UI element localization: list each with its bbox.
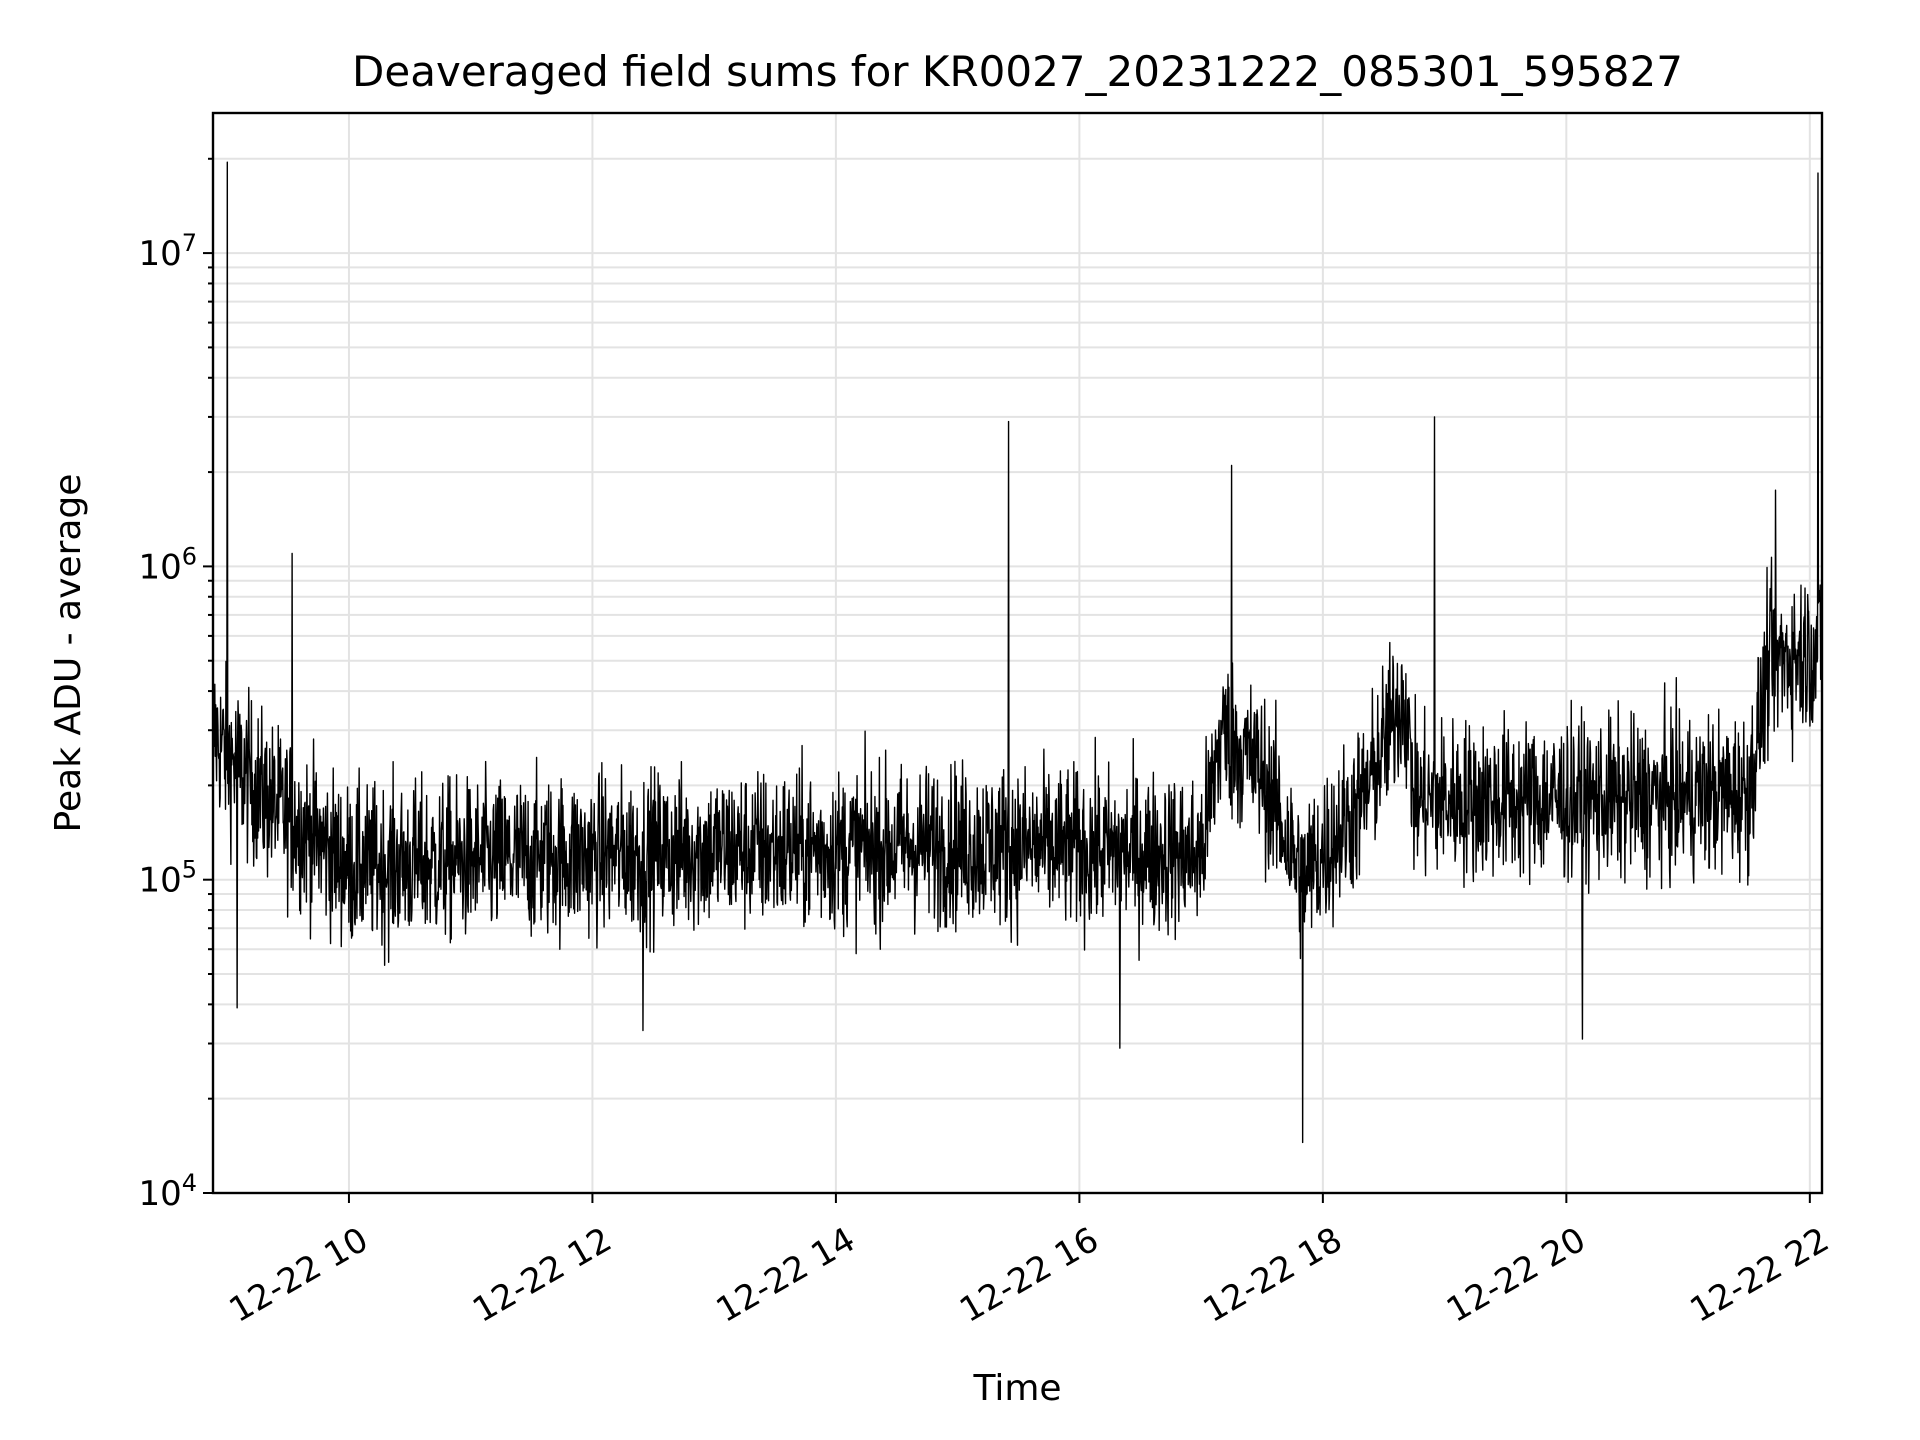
x-axis-label: Time — [972, 1368, 1061, 1409]
y-tick-label: 104 — [138, 1169, 197, 1214]
chart-title: Deaveraged field sums for KR0027_2023122… — [352, 47, 1683, 96]
y-axis-label: Peak ADU - average — [48, 474, 89, 833]
grid — [213, 113, 1822, 1194]
y-tick-label: 106 — [138, 542, 197, 587]
plot-frame — [211, 111, 1824, 1195]
y-tick-label: 105 — [138, 856, 197, 901]
y-tick-label: 107 — [138, 229, 197, 274]
series-line — [212, 161, 1823, 1144]
data-area — [212, 161, 1823, 1144]
